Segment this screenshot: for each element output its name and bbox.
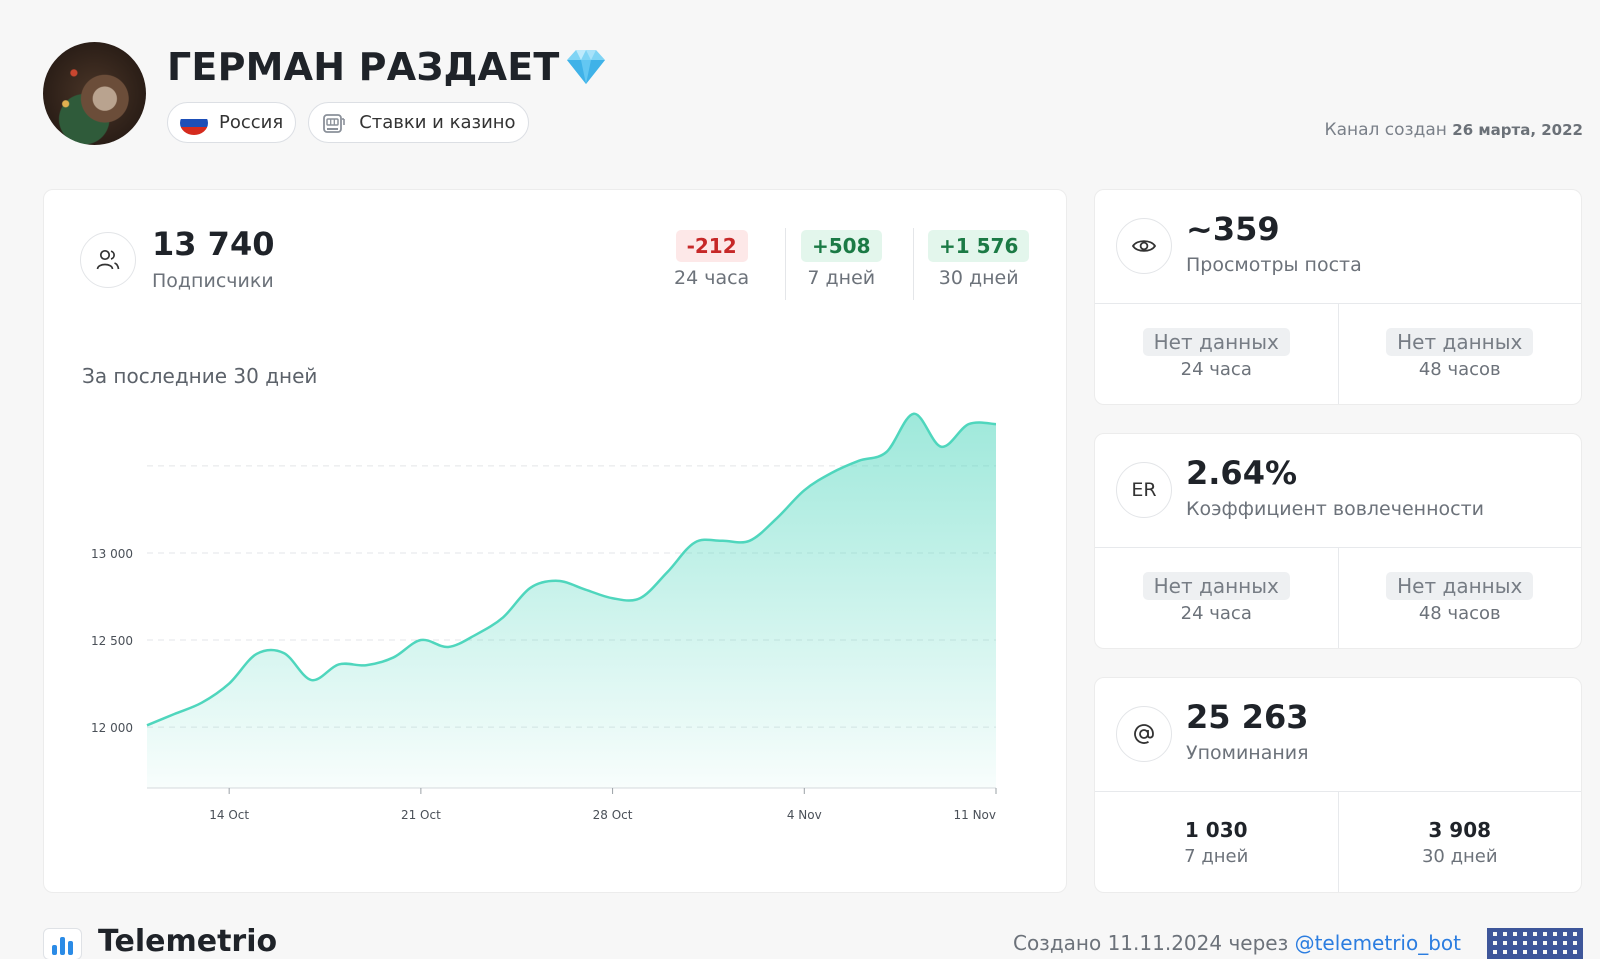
delta-24h-value: -212 [675, 230, 748, 262]
er-48h-period: 48 часов [1418, 603, 1501, 624]
users-icon [80, 232, 136, 288]
delta-24h-period: 24 часа [674, 267, 750, 289]
er-breakdown: Нет данных 24 часа Нет данных 48 часов [1095, 548, 1581, 648]
views-48h: Нет данных 48 часов [1337, 304, 1582, 404]
mentions-30d-value: 3 908 [1428, 818, 1492, 842]
channel-header: ГЕРМАН РАЗДАЕТ Россия [43, 42, 1583, 146]
mentions-value: 25 263 [1186, 698, 1309, 736]
delta-7d-value: +508 [801, 230, 882, 262]
bot-link[interactable]: @telemetrio_bot [1294, 931, 1461, 955]
er-icon-label: ER [1131, 479, 1157, 501]
slot-machine-icon [323, 113, 345, 133]
mentions-summary: 25 263 Упоминания [1095, 678, 1581, 792]
delta-30d-value: +1 576 [928, 230, 1030, 262]
views-label: Просмотры поста [1186, 254, 1362, 276]
delta-30d: +1 576 30 дней [928, 230, 1030, 289]
er-24h-value: Нет данных [1142, 572, 1290, 600]
views-24h-value: Нет данных [1142, 328, 1290, 356]
eye-icon [1116, 218, 1172, 274]
y-tick-label: 13 000 [91, 547, 133, 561]
chart-caption: За последние 30 дней [82, 364, 318, 388]
series-line [146, 412, 997, 727]
views-summary: ~359 Просмотры поста [1095, 190, 1581, 304]
created-label: Канал создан [1324, 120, 1447, 140]
mentions-label: Упоминания [1186, 742, 1309, 764]
channel-created: Канал создан 26 марта, 2022 [1325, 120, 1583, 140]
series-area [147, 413, 996, 788]
views-breakdown: Нет данных 24 часа Нет данных 48 часов [1095, 304, 1581, 404]
mentions-7d-value: 1 030 [1184, 818, 1248, 842]
category-label: Ставки и казино [359, 112, 516, 133]
category-chip[interactable]: Ставки и казино [308, 102, 529, 143]
y-tick-label: 12 000 [91, 721, 133, 735]
created-date: 26 марта, 2022 [1452, 121, 1583, 139]
er-48h-value: Нет данных [1386, 572, 1534, 600]
x-tick-label: 11 Nov [953, 808, 996, 822]
mentions-30d: 3 908 30 дней [1337, 792, 1582, 892]
mentions-7d-period: 7 дней [1184, 846, 1249, 867]
subscribers-chart[interactable]: 12 000 12 500 13 000 14 Oct 21 Oct 28 Oct 4 No… [44, 190, 1068, 894]
delta-7d: +508 7 дней [801, 230, 882, 289]
er-value: 2.64% [1186, 454, 1298, 492]
x-tick-label: 21 Oct [401, 808, 441, 822]
channel-tags: Россия Ставки и казино [167, 102, 529, 143]
mentions-30d-period: 30 дней [1421, 846, 1498, 867]
views-card: ~359 Просмотры поста Нет данных 24 часа … [1094, 189, 1582, 405]
channel-title: ГЕРМАН РАЗДАЕТ [167, 45, 560, 89]
channel-avatar [43, 42, 146, 145]
er-label: Коэффициент вовлеченности [1186, 498, 1484, 520]
er-icon: ER [1116, 462, 1172, 518]
er-48h: Нет данных 48 часов [1337, 548, 1582, 648]
delta-7d-period: 7 дней [807, 267, 876, 289]
y-tick-label: 12 500 [91, 634, 133, 648]
footer-note-prefix: Создано 11.11.2024 через [1012, 931, 1289, 955]
footer: Telemetrio Создано 11.11.2024 через @tel… [43, 924, 1583, 959]
subscribers-label: Подписчики [152, 270, 274, 292]
er-card: ER 2.64% Коэффициент вовлеченности Нет д… [1094, 433, 1582, 649]
country-label: Россия [219, 112, 284, 133]
russia-flag-icon [180, 110, 208, 135]
er-24h-period: 24 часа [1180, 603, 1252, 624]
mentions-card: 25 263 Упоминания 1 030 7 дней 3 908 30 … [1094, 677, 1582, 893]
x-tick-label: 14 Oct [209, 808, 249, 822]
at-icon [1116, 706, 1172, 762]
views-48h-value: Нет данных [1386, 328, 1534, 356]
divider [785, 228, 786, 300]
subscribers-card: 13 740 Подписчики -212 24 часа +508 7 дн… [43, 189, 1067, 893]
er-24h: Нет данных 24 часа [1095, 548, 1338, 648]
brand-name: Telemetrio [98, 924, 278, 959]
footer-note: Создано 11.11.2024 через @telemetrio_bot [1013, 931, 1461, 955]
divider [913, 228, 914, 300]
views-value: ~359 [1186, 210, 1280, 248]
country-chip[interactable]: Россия [167, 102, 297, 143]
views-48h-period: 48 часов [1418, 359, 1501, 380]
subscribers-count: 13 740 [152, 225, 275, 263]
delta-30d-period: 30 дней [938, 267, 1019, 289]
title-row: ГЕРМАН РАЗДАЕТ [167, 45, 609, 89]
mentions-breakdown: 1 030 7 дней 3 908 30 дней [1095, 792, 1581, 892]
diamond-icon [567, 50, 606, 84]
x-tick-label: 4 Nov [787, 808, 822, 822]
qr-code-icon[interactable] [1487, 928, 1583, 959]
views-24h: Нет данных 24 часа [1095, 304, 1338, 404]
mentions-7d: 1 030 7 дней [1095, 792, 1338, 892]
delta-24h: -212 24 часа [674, 230, 749, 289]
er-summary: ER 2.64% Коэффициент вовлеченности [1095, 434, 1581, 548]
views-24h-period: 24 часа [1180, 359, 1252, 380]
telemetrio-logo-icon [43, 928, 82, 959]
x-tick-label: 28 Oct [593, 808, 633, 822]
